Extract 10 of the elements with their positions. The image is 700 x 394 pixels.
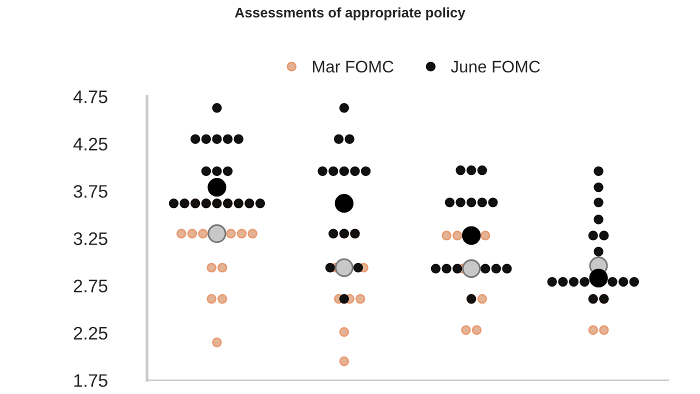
y-tick-label: 3.75	[74, 185, 108, 198]
y-tick-label: 2.75	[74, 280, 108, 292]
y-tick-label: 3.25	[74, 232, 108, 246]
chart-title: Assessments of appropriate policy	[234, 7, 466, 20]
y-tick-label: 2.25	[74, 326, 108, 340]
y-tick-label: 1.75	[74, 374, 108, 387]
legend-label: Mar FOMC	[313, 60, 394, 73]
legend-label: June FOMC	[450, 60, 540, 73]
y-tick-label: 4.75	[73, 90, 108, 104]
y-tick-label: 4.25	[73, 138, 108, 151]
